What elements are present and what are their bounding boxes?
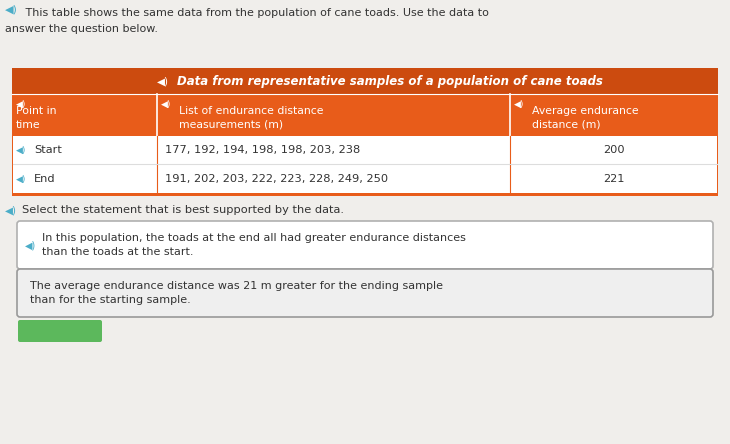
Text: ◀): ◀) (25, 240, 36, 250)
Text: Data from representative samples of a population of cane toads: Data from representative samples of a po… (177, 75, 603, 87)
Text: End: End (34, 174, 55, 184)
Text: ◀): ◀) (5, 205, 17, 215)
Bar (13, 165, 717, 193)
Text: ◀): ◀) (16, 174, 26, 183)
Text: Select the statement that is best supported by the data.: Select the statement that is best suppor… (22, 205, 344, 215)
Text: 221: 221 (603, 174, 625, 184)
Text: Average endurance
distance (m): Average endurance distance (m) (532, 107, 639, 130)
Text: This table shows the same data from the population of cane toads. Use the data t: This table shows the same data from the … (22, 8, 489, 18)
Text: In this population, the toads at the end all had greater endurance distances
tha: In this population, the toads at the end… (42, 233, 466, 257)
Bar (13, 136, 717, 164)
Text: ◀): ◀) (16, 146, 26, 155)
Text: Point in
time: Point in time (16, 107, 56, 130)
Bar (12, 94, 718, 136)
Text: ◀): ◀) (161, 99, 172, 108)
Text: answer the question below.: answer the question below. (5, 24, 158, 34)
Text: Start: Start (34, 145, 62, 155)
Bar (12, 68, 718, 196)
Text: List of endurance distance
measurements (m): List of endurance distance measurements … (179, 107, 323, 130)
Text: ◀): ◀) (157, 76, 169, 86)
Text: 191, 202, 203, 222, 223, 228, 249, 250: 191, 202, 203, 222, 223, 228, 249, 250 (165, 174, 388, 184)
Text: 200: 200 (603, 145, 625, 155)
Text: 177, 192, 194, 198, 198, 203, 238: 177, 192, 194, 198, 198, 203, 238 (165, 145, 360, 155)
FancyBboxPatch shape (17, 221, 713, 269)
FancyBboxPatch shape (18, 320, 102, 342)
Text: ◀): ◀) (16, 99, 26, 108)
FancyBboxPatch shape (17, 269, 713, 317)
Text: ◀): ◀) (5, 5, 18, 15)
Text: The average endurance distance was 21 m greater for the ending sample
than for t: The average endurance distance was 21 m … (30, 281, 443, 305)
Bar (12, 68, 718, 94)
Text: ◀): ◀) (514, 99, 524, 108)
